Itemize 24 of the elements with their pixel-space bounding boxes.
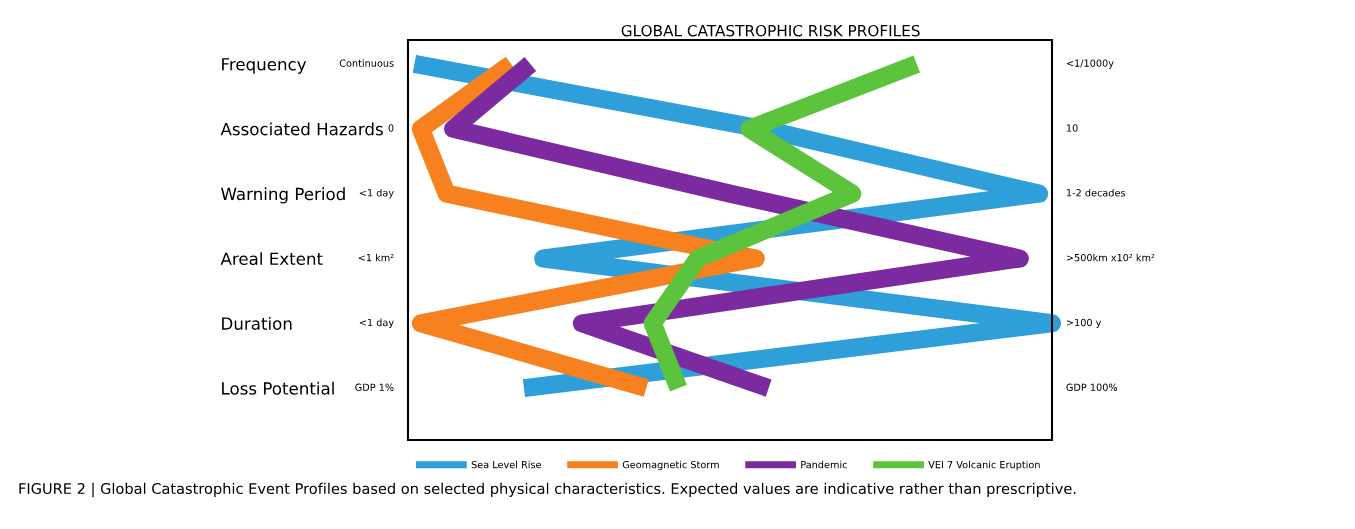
y-tick-label: Loss Potential — [222, 381, 334, 395]
y-tick-label: Duration — [222, 316, 292, 330]
text: 1-2 decades — [1066, 188, 1126, 197]
text: <1/1000y — [1066, 59, 1114, 69]
text: GDP 1% — [355, 383, 394, 391]
y-tick-label: Warning Period — [221, 187, 345, 204]
legend-label: Pandemic — [801, 460, 847, 469]
legend-label: VEI 7 Volcanic Eruption — [928, 460, 1040, 471]
text: >100 y — [1066, 318, 1102, 329]
legend-label: Geomagnetic Storm — [622, 460, 719, 471]
y-tick-label: Frequency — [222, 58, 307, 74]
text: >500km x10² km² — [1066, 253, 1155, 262]
chart-title: GLOBAL CATASTROPHIC RISK PROFILES — [621, 24, 920, 37]
y-tick-label: Associated Hazards — [220, 122, 383, 136]
legend-label: Sea Level Rise — [471, 460, 541, 469]
text: <1 day — [359, 188, 394, 199]
caption: FIGURE 2 | Global Catastrophic Event Profiles based on selected physical characteristics. Expected values are indicative rather than prescriptive. — [19, 482, 1076, 498]
y-tick-label: Areal Extent — [220, 252, 323, 266]
text: 0 — [388, 124, 394, 132]
text: GDP 100% — [1066, 383, 1118, 391]
text: Continuous — [339, 59, 394, 67]
text: 10 — [1066, 124, 1078, 132]
text: <1 day — [359, 318, 394, 329]
text: <1 km² — [358, 253, 394, 262]
